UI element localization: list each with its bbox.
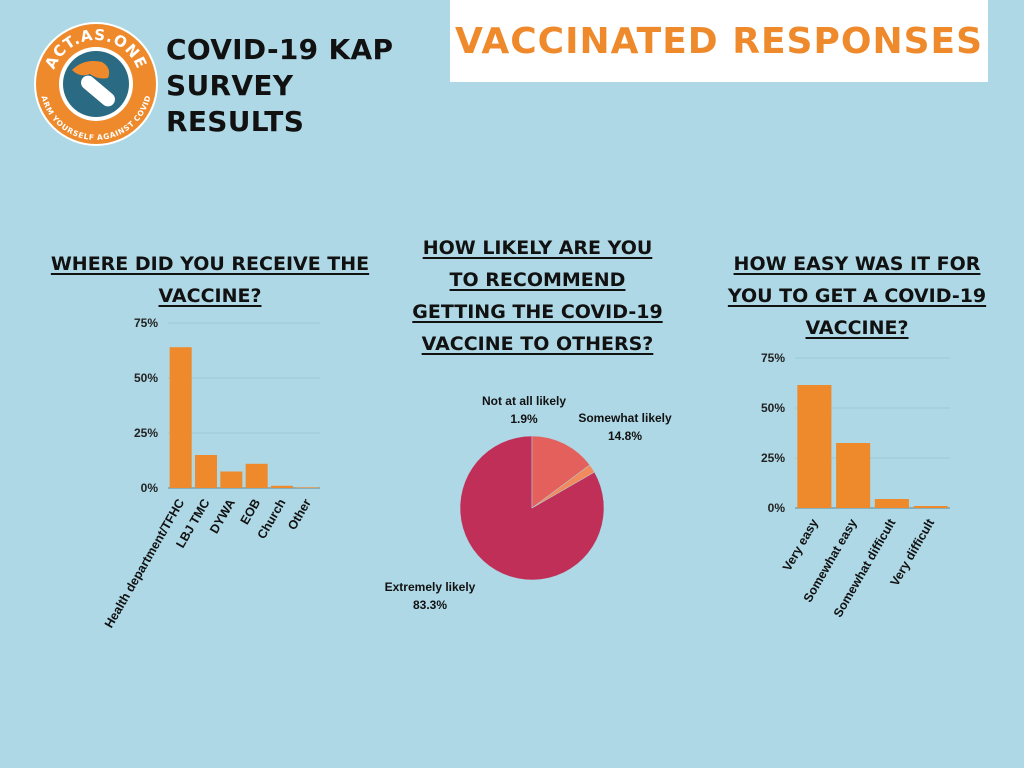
pie-label: Somewhat likely: [578, 411, 672, 425]
bar: [245, 463, 268, 488]
act-as-one-logo: ACT.AS.ONE ARM YOURSELF AGAINST COVID: [34, 22, 158, 146]
chart-title-recommend: HOW LIKELY ARE YOU TO RECOMMEND GETTING …: [412, 237, 663, 355]
x-category-label: Health department/TFHC: [102, 497, 187, 631]
x-category-label: Other: [285, 496, 314, 532]
y-tick-label: 50%: [761, 401, 785, 415]
y-tick-label: 0%: [141, 481, 159, 495]
pie-value-label: 14.8%: [608, 429, 642, 443]
section-banner: VACCINATED RESPONSES: [450, 0, 988, 82]
pie-slice: [531, 435, 591, 509]
x-category-label: DYWA: [207, 497, 238, 536]
chart-title-ease: HOW EASY WAS IT FOR YOU TO GET A COVID-1…: [727, 253, 987, 339]
bar: [169, 347, 192, 488]
y-tick-label: 25%: [761, 451, 785, 465]
survey-title-line: RESULTS: [166, 105, 305, 138]
bar: [220, 471, 243, 488]
y-tick-label: 50%: [134, 371, 158, 385]
bar: [874, 499, 909, 508]
bar: [836, 443, 871, 508]
bar: [296, 487, 319, 488]
pie-label: Extremely likely: [385, 580, 476, 594]
pie-label: Not at all likely: [482, 394, 566, 408]
bar: [270, 485, 294, 488]
recommend-pie-chart: Extremely likely 83.3% Somewhat likely 14.8…: [385, 394, 672, 612]
chart-title-vaccine-location: WHERE DID YOU RECEIVE THE VACCINE?: [50, 253, 370, 307]
y-tick-label: 75%: [134, 316, 158, 330]
y-tick-label: 25%: [134, 426, 158, 440]
survey-title: COVID-19 KAP SURVEY RESULTS: [166, 32, 436, 140]
x-category-label: EOB: [238, 497, 264, 527]
survey-title-line: COVID-19 KAP: [166, 33, 394, 66]
bar: [194, 455, 218, 488]
bar: [797, 385, 832, 508]
pie-slice: [531, 464, 595, 509]
banner-text: VACCINATED RESPONSES: [454, 20, 984, 62]
bar: [913, 506, 948, 508]
pie-value-label: 83.3%: [413, 598, 447, 612]
survey-title-line: SURVEY: [166, 69, 294, 102]
pie-value-label: 1.9%: [510, 412, 538, 426]
x-category-label: Very easy: [780, 516, 821, 573]
y-tick-label: 75%: [761, 351, 785, 365]
y-tick-label: 0%: [768, 501, 786, 515]
